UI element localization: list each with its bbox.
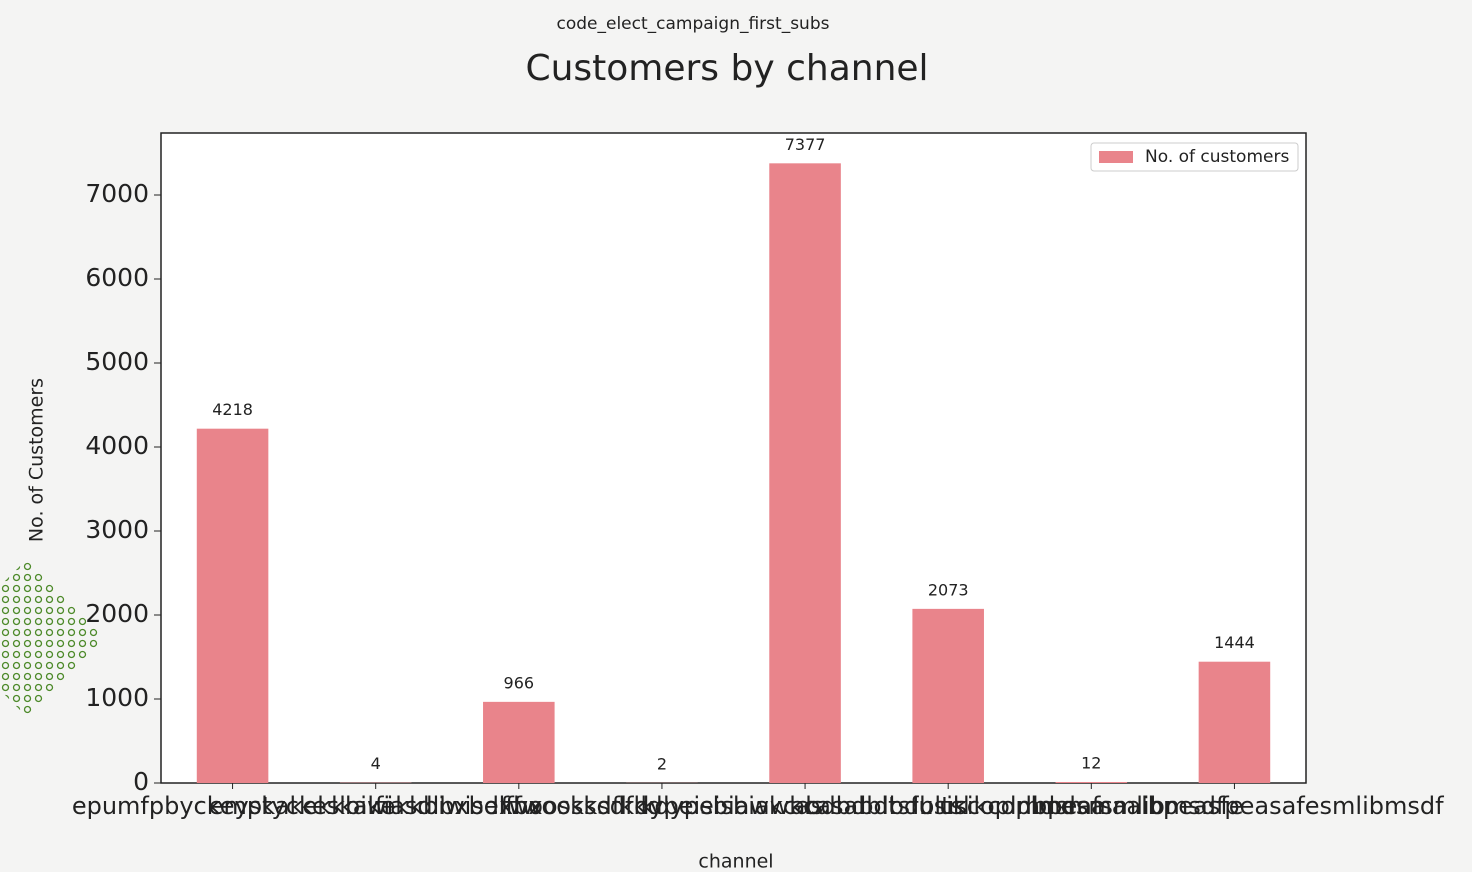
legend-swatch: [1099, 151, 1133, 163]
y-tick-label: 5000: [85, 347, 149, 376]
value-label: 2073: [928, 580, 969, 599]
value-label: 4218: [212, 400, 253, 419]
x-tick-label: usikcoplmdsmaalbpeasfe: [939, 792, 1243, 820]
y-tick-label: 2000: [85, 599, 149, 628]
x-tick-label: epumfpbyckeyskakekkbiwi: [72, 792, 393, 820]
bar: [912, 608, 984, 783]
x-tick-label: lbpeafsmlibmsdfpeasafesmlibmsdf: [1025, 792, 1444, 820]
value-label: 4: [371, 754, 381, 773]
value-label: 2: [657, 754, 667, 773]
legend-box: [1090, 142, 1299, 172]
value-label: 1444: [1214, 633, 1255, 652]
y-tick-label: 1000: [85, 683, 149, 712]
y-tick-label: 3000: [85, 515, 149, 544]
plot-area: [160, 132, 1307, 784]
x-tick-label: fwoosksdfkdypeisbiawkcas: [501, 792, 824, 820]
x-tick-label: kdypeisbiawkcasabdbdbltsl: [640, 792, 969, 820]
bar: [1055, 781, 1128, 783]
chart-subtitle: code_elect_campaign_first_subs: [557, 14, 830, 34]
y-axis-label: No. of Customers: [26, 378, 48, 542]
legend-label: No. of customers: [1145, 147, 1289, 167]
value-label: 12: [1081, 753, 1101, 772]
x-tick-label: emptyckeskakekkbiwisdxbx: [209, 792, 543, 820]
y-tick-label: 4000: [85, 431, 149, 460]
y-tick-label: 0: [133, 767, 149, 796]
value-label: 7377: [785, 135, 826, 154]
bar: [1198, 661, 1271, 783]
x-tick-label: abdbdbltsfusikcoplmdsma: [791, 792, 1106, 820]
y-tick-label: 7000: [85, 179, 149, 208]
y-tick-label: 6000: [85, 263, 149, 292]
chart-title: Customers by channel: [525, 48, 928, 89]
x-tick-label: fiasdlbxbelffwoosksdfkd: [375, 792, 663, 820]
bar: [769, 163, 841, 784]
bar: [196, 428, 269, 783]
x-axis-label: channel: [698, 851, 773, 872]
decoration: [0, 560, 104, 716]
value-label: 966: [504, 673, 535, 692]
bar: [483, 701, 555, 783]
